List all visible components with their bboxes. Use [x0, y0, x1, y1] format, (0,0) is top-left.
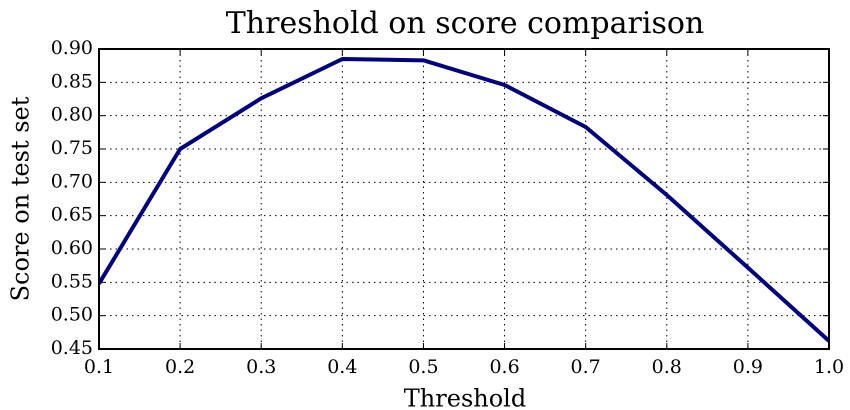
y-axis-label: Score on test set	[7, 96, 35, 301]
y-tick-label: 0.60	[51, 237, 93, 259]
chart-title: Threshold on score comparison	[226, 6, 704, 41]
x-tick-label: 0.6	[489, 356, 519, 378]
y-tick-label: 0.55	[51, 270, 93, 292]
x-tick-label: 0.7	[571, 356, 601, 378]
y-tick-label: 0.70	[51, 170, 93, 192]
x-tick-label: 0.8	[652, 356, 682, 378]
x-axis-label: Threshold	[404, 385, 526, 410]
plot-frame	[98, 48, 830, 350]
x-tick-label: 0.3	[246, 356, 276, 378]
y-tick-label: 0.45	[51, 337, 93, 359]
x-tick-label: 0.5	[408, 356, 438, 378]
data-line	[99, 57, 829, 343]
y-tick-label: 0.50	[51, 304, 93, 326]
y-tick-label: 0.80	[51, 104, 93, 126]
y-tick-label: 0.85	[51, 70, 93, 92]
x-tick-label: 0.2	[165, 356, 195, 378]
x-tick-label: 0.1	[84, 356, 114, 378]
x-tick-label: 1.0	[814, 356, 844, 378]
y-tick-label: 0.90	[51, 37, 93, 59]
y-tick-label: 0.65	[51, 204, 93, 226]
y-tick-label: 0.75	[51, 137, 93, 159]
x-tick-label: 0.4	[327, 356, 357, 378]
x-tick-label: 0.9	[733, 356, 763, 378]
